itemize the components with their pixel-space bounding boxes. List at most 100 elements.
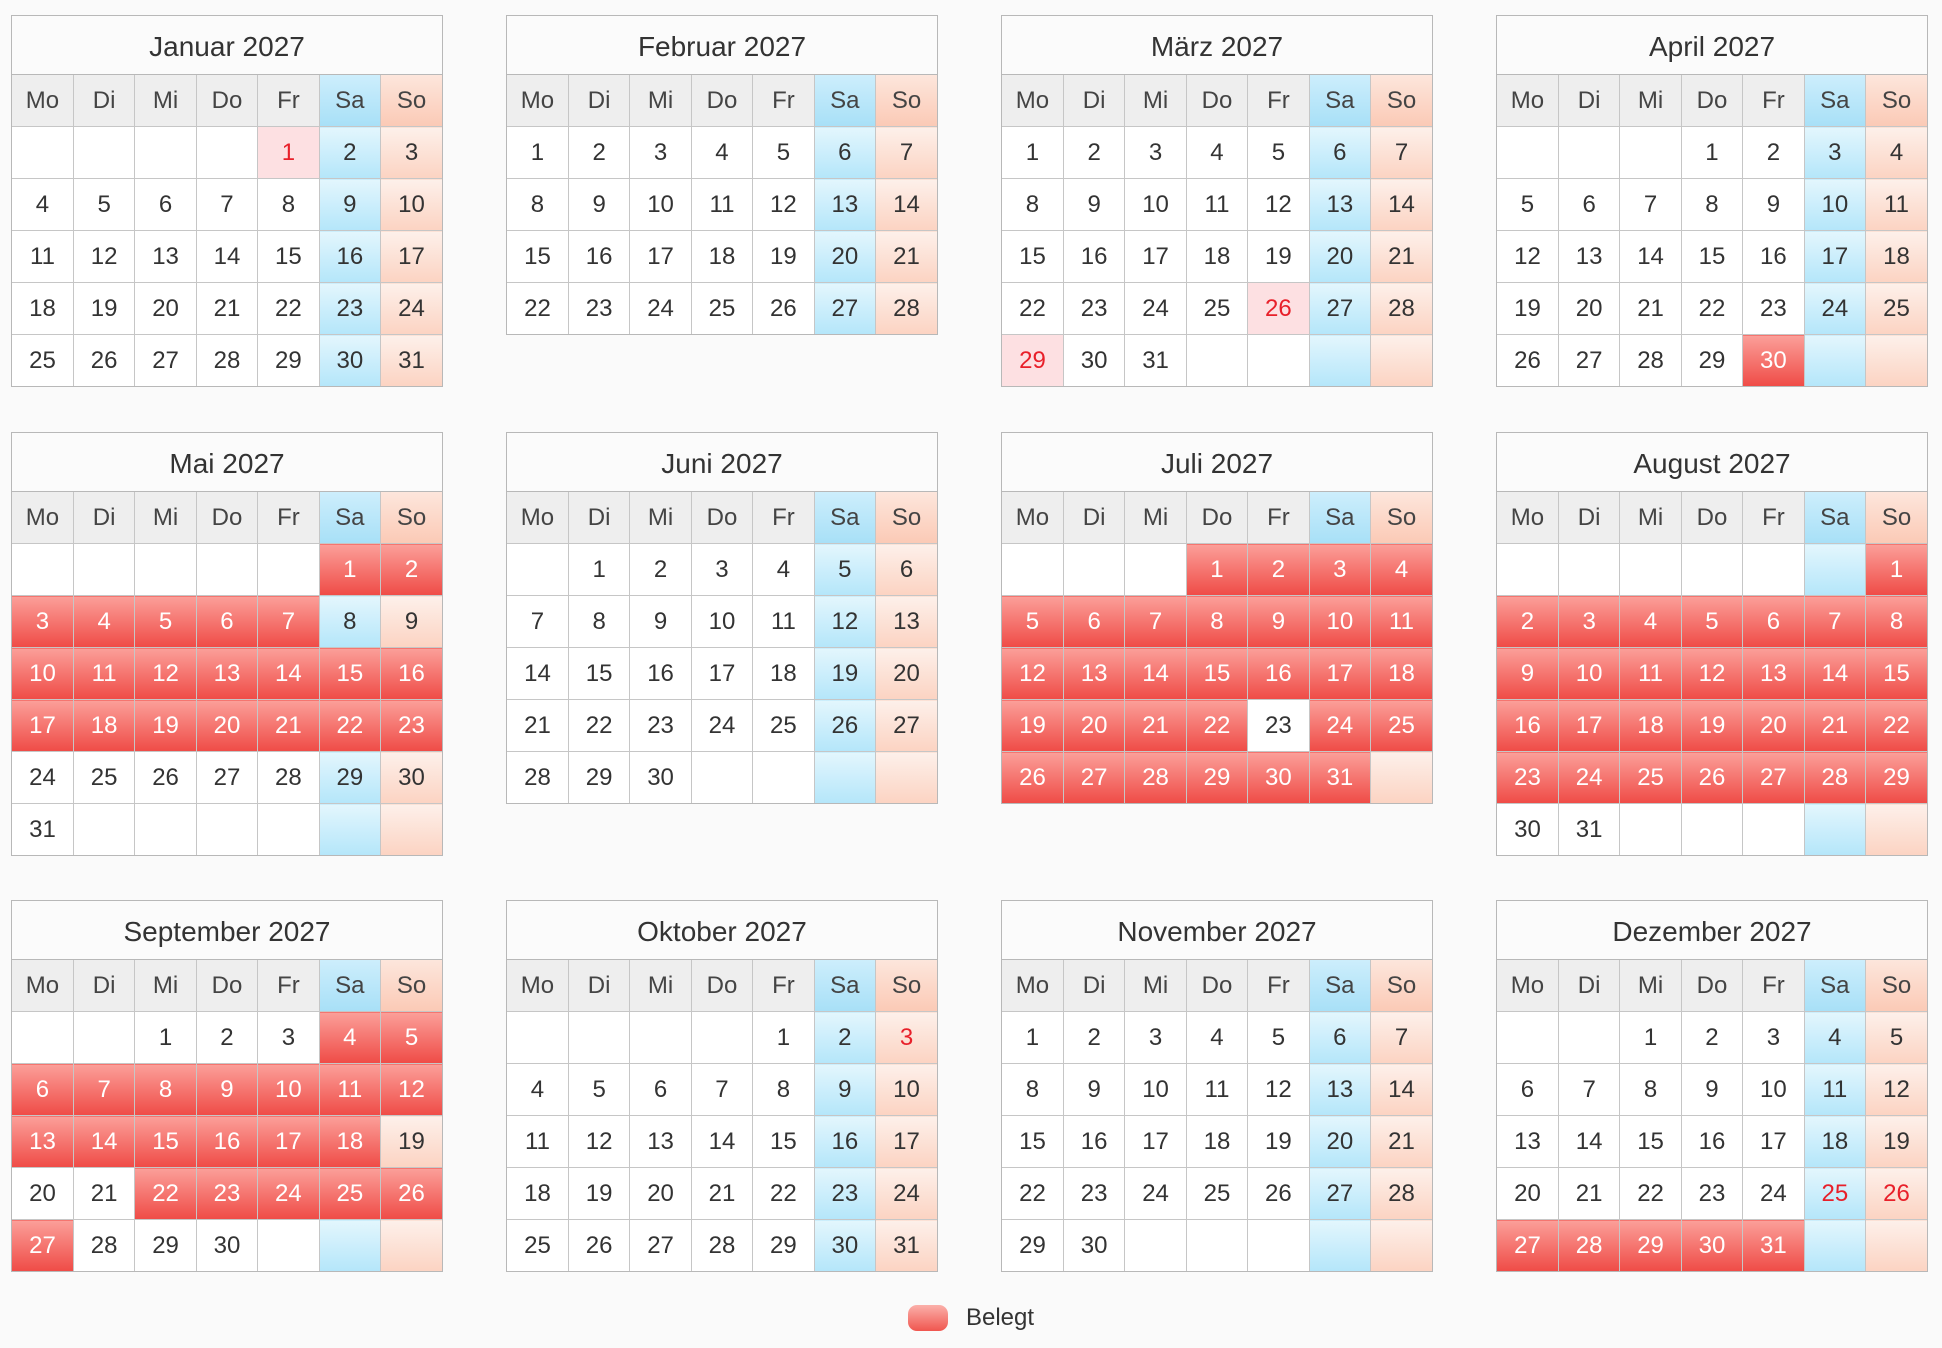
day-cell[interactable]: 17 xyxy=(380,230,442,283)
day-cell[interactable]: 25 xyxy=(1186,282,1249,335)
day-cell[interactable]: 9 xyxy=(1063,1063,1126,1116)
day-cell[interactable]: 15 xyxy=(568,647,631,700)
day-cell[interactable]: 23 xyxy=(814,1167,877,1220)
day-cell[interactable]: 14 xyxy=(691,1115,754,1168)
day-cell[interactable]: 28 xyxy=(691,1219,754,1271)
day-cell[interactable]: 13 xyxy=(1309,1063,1372,1116)
day-cell-booked[interactable]: 19 xyxy=(134,699,197,752)
day-cell[interactable]: 13 xyxy=(629,1115,692,1168)
day-cell[interactable]: 22 xyxy=(1681,282,1744,335)
day-cell-booked[interactable]: 7 xyxy=(257,595,320,648)
day-cell[interactable]: 26 xyxy=(1497,334,1559,386)
day-cell[interactable]: 5 xyxy=(1247,1011,1310,1064)
day-cell[interactable]: 17 xyxy=(1742,1115,1805,1168)
day-cell[interactable]: 20 xyxy=(1309,1115,1372,1168)
day-cell-booked[interactable]: 21 xyxy=(1804,699,1867,752)
day-cell[interactable]: 28 xyxy=(1370,1167,1432,1220)
day-cell[interactable]: 12 xyxy=(1865,1063,1927,1116)
day-cell-booked[interactable]: 16 xyxy=(1247,647,1310,700)
day-cell[interactable]: 18 xyxy=(12,282,74,335)
day-cell[interactable]: 14 xyxy=(196,230,259,283)
day-cell[interactable]: 14 xyxy=(507,647,569,700)
day-cell[interactable]: 2 xyxy=(568,126,631,179)
day-cell[interactable]: 12 xyxy=(73,230,136,283)
day-cell[interactable]: 11 xyxy=(1865,178,1927,231)
day-cell-booked[interactable]: 2 xyxy=(380,543,442,596)
day-cell-booked[interactable]: 5 xyxy=(134,595,197,648)
day-cell[interactable]: 18 xyxy=(1804,1115,1867,1168)
day-cell-booked[interactable]: 30 xyxy=(1742,334,1805,386)
day-cell[interactable]: 6 xyxy=(134,178,197,231)
day-cell[interactable]: 10 xyxy=(1742,1063,1805,1116)
day-cell-booked[interactable]: 1 xyxy=(1865,543,1927,596)
day-cell-booked[interactable]: 4 xyxy=(1619,595,1682,648)
day-cell[interactable]: 15 xyxy=(507,230,569,283)
day-cell[interactable]: 12 xyxy=(814,595,877,648)
day-cell-holiday[interactable]: 1 xyxy=(257,126,320,179)
day-cell[interactable]: 24 xyxy=(380,282,442,335)
day-cell[interactable]: 12 xyxy=(1247,178,1310,231)
day-cell[interactable]: 28 xyxy=(875,282,937,334)
day-cell[interactable]: 24 xyxy=(875,1167,937,1220)
day-cell[interactable]: 26 xyxy=(1247,1167,1310,1220)
day-cell-booked[interactable]: 27 xyxy=(1497,1219,1559,1271)
day-cell[interactable]: 21 xyxy=(196,282,259,335)
day-cell[interactable]: 20 xyxy=(12,1167,74,1220)
day-cell[interactable]: 25 xyxy=(1186,1167,1249,1220)
day-cell-booked[interactable]: 15 xyxy=(134,1115,197,1168)
day-cell-booked[interactable]: 22 xyxy=(134,1167,197,1220)
day-cell[interactable]: 13 xyxy=(875,595,937,648)
day-cell[interactable]: 11 xyxy=(1186,1063,1249,1116)
day-cell[interactable]: 22 xyxy=(507,282,569,334)
day-cell-booked[interactable]: 9 xyxy=(1497,647,1559,700)
day-cell[interactable]: 16 xyxy=(568,230,631,283)
day-cell[interactable]: 10 xyxy=(629,178,692,231)
day-cell[interactable]: 4 xyxy=(1186,1011,1249,1064)
day-cell-booked[interactable]: 1 xyxy=(319,543,382,596)
day-cell-booked[interactable]: 23 xyxy=(380,699,442,752)
day-cell[interactable]: 7 xyxy=(875,126,937,179)
day-cell-booked[interactable]: 9 xyxy=(196,1063,259,1116)
day-cell[interactable]: 25 xyxy=(1865,282,1927,335)
day-cell[interactable]: 11 xyxy=(1186,178,1249,231)
day-cell[interactable]: 8 xyxy=(319,595,382,648)
day-cell-booked[interactable]: 17 xyxy=(1309,647,1372,700)
day-cell-booked[interactable]: 4 xyxy=(1370,543,1432,596)
day-cell[interactable]: 29 xyxy=(568,751,631,803)
day-cell[interactable]: 28 xyxy=(73,1219,136,1271)
day-cell[interactable]: 31 xyxy=(875,1219,937,1271)
day-cell[interactable]: 1 xyxy=(568,543,631,596)
day-cell-booked[interactable]: 3 xyxy=(1309,543,1372,596)
day-cell[interactable]: 22 xyxy=(1002,282,1064,335)
day-cell[interactable]: 22 xyxy=(568,699,631,752)
day-cell[interactable]: 3 xyxy=(1124,1011,1187,1064)
day-cell[interactable]: 23 xyxy=(568,282,631,334)
day-cell[interactable]: 7 xyxy=(196,178,259,231)
day-cell[interactable]: 27 xyxy=(1309,282,1372,335)
day-cell-booked[interactable]: 24 xyxy=(1309,699,1372,752)
day-cell[interactable]: 29 xyxy=(134,1219,197,1271)
day-cell-booked[interactable]: 23 xyxy=(1497,751,1559,804)
day-cell[interactable]: 16 xyxy=(1681,1115,1744,1168)
day-cell[interactable]: 2 xyxy=(1681,1011,1744,1064)
day-cell-booked[interactable]: 18 xyxy=(319,1115,382,1168)
day-cell[interactable]: 15 xyxy=(1002,230,1064,283)
day-cell[interactable]: 3 xyxy=(629,126,692,179)
day-cell[interactable]: 4 xyxy=(12,178,74,231)
day-cell[interactable]: 4 xyxy=(1865,126,1927,179)
day-cell[interactable]: 31 xyxy=(380,334,442,386)
day-cell[interactable]: 6 xyxy=(629,1063,692,1116)
day-cell-booked[interactable]: 22 xyxy=(1865,699,1927,752)
day-cell[interactable]: 1 xyxy=(507,126,569,179)
day-cell[interactable]: 15 xyxy=(257,230,320,283)
day-cell[interactable]: 25 xyxy=(12,334,74,386)
day-cell-booked[interactable]: 1 xyxy=(1186,543,1249,596)
day-cell[interactable]: 2 xyxy=(1742,126,1805,179)
day-cell[interactable]: 14 xyxy=(1370,178,1432,231)
day-cell-booked[interactable]: 25 xyxy=(1370,699,1432,752)
day-cell-booked[interactable]: 27 xyxy=(12,1219,74,1271)
day-cell[interactable]: 3 xyxy=(691,543,754,596)
day-cell[interactable]: 19 xyxy=(73,282,136,335)
day-cell-booked[interactable]: 29 xyxy=(1865,751,1927,804)
day-cell[interactable]: 19 xyxy=(1497,282,1559,335)
